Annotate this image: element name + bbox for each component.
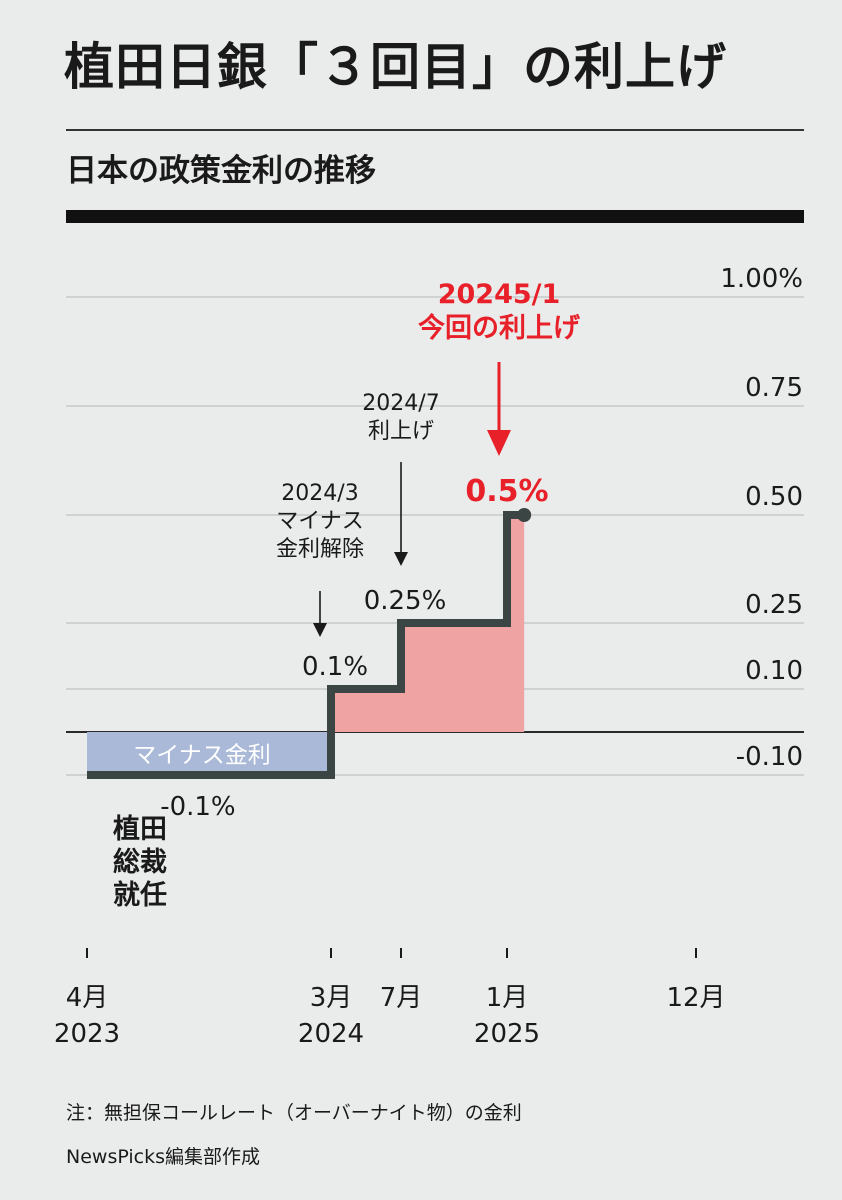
policy-rate-chart: 1.00% 0.75 0.50 0.25 0.10 -0.10 マイナス金利 -0.1% 0.1… xyxy=(54,264,804,1049)
annotation-1-line-0: 2024/3 xyxy=(281,481,358,506)
y-tick-label-2: 0.50 xyxy=(745,482,803,512)
value-label-2: 0.25% xyxy=(364,586,447,616)
annotation-0-line-0: 植田 xyxy=(113,813,167,845)
value-label-3: 0.5% xyxy=(465,474,548,509)
rate-step-line xyxy=(87,511,525,779)
negative-rate-area xyxy=(87,732,331,775)
rate-area-3 xyxy=(507,515,525,732)
annotation-3-arrow-head xyxy=(487,430,511,456)
rate-area-1 xyxy=(331,689,401,732)
value-label-1: 0.1% xyxy=(302,652,368,682)
annotation-3-line-1: 今回の利上げ xyxy=(418,312,581,344)
annotation-1-line-2: 金利解除 xyxy=(276,537,364,562)
x-tick-year-1: 2024 xyxy=(298,1019,364,1049)
x-tick-month-0: 4月 xyxy=(66,983,109,1013)
x-tick-year-0: 2023 xyxy=(54,1019,120,1049)
x-tick-year-3: 2025 xyxy=(474,1019,540,1049)
chart-subtitle: 日本の政策金利の推移 xyxy=(66,153,376,189)
title-divider xyxy=(66,129,804,131)
annotation-1-arrow-head xyxy=(313,623,327,637)
annotation-2-arrow-head xyxy=(394,552,408,566)
annotation-1-line-1: マイナス xyxy=(276,509,364,534)
header-bar xyxy=(66,210,804,223)
rate-area-2 xyxy=(401,623,507,732)
y-tick-label-1: 0.75 xyxy=(745,373,803,403)
negative-rate-label: マイナス金利 xyxy=(133,743,271,769)
x-tick-month-3: 1月 xyxy=(486,983,529,1013)
x-tick-month-2: 7月 xyxy=(380,983,423,1013)
y-tick-label-0: 1.00% xyxy=(720,264,803,294)
annotation-0-line-2: 就任 xyxy=(113,880,167,911)
chart-note: 注：無担保コールレート（オーバーナイト物）の金利 xyxy=(66,1102,522,1124)
x-tick-month-4: 12月 xyxy=(666,983,725,1013)
annotation-2-line-1: 利上げ xyxy=(368,419,434,444)
rate-end-point xyxy=(517,508,532,522)
y-tick-label-5: -0.10 xyxy=(736,742,803,772)
x-tick-month-1: 3月 xyxy=(310,983,353,1013)
y-tick-label-4: 0.10 xyxy=(745,656,803,686)
chart-title: 植田日銀「３回目」の利上げ xyxy=(64,38,727,96)
annotation-3-line-0: 20245/1 xyxy=(438,279,561,310)
annotation-0-line-1: 総裁 xyxy=(113,846,167,878)
value-label-0: -0.1% xyxy=(160,792,235,822)
chart-credit: NewsPicks編集部作成 xyxy=(66,1146,261,1168)
y-tick-label-3: 0.25 xyxy=(745,590,803,620)
annotation-2-line-0: 2024/7 xyxy=(362,391,439,416)
